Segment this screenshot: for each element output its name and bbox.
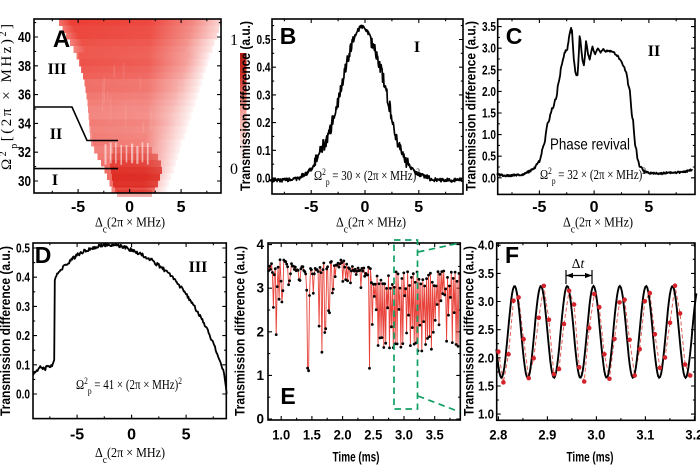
- svg-text:4.0: 4.0: [478, 238, 494, 253]
- svg-text:38: 38: [18, 59, 31, 75]
- svg-text:2.5: 2.5: [478, 322, 494, 337]
- svg-text:III: III: [48, 61, 67, 78]
- svg-text:1: 1: [230, 32, 238, 49]
- svg-text:B: B: [280, 23, 297, 49]
- svg-text:Time (ms): Time (ms): [333, 449, 380, 465]
- svg-text:0.0: 0.0: [482, 171, 496, 185]
- svg-text:5: 5: [644, 199, 653, 216]
- svg-text:1.5: 1.5: [478, 378, 494, 393]
- svg-text:1.0: 1.0: [478, 407, 494, 422]
- svg-text:3.0: 3.0: [587, 427, 605, 443]
- svg-text:40: 40: [18, 30, 31, 46]
- svg-text:-5: -5: [70, 427, 84, 444]
- svg-text:1.5: 1.5: [482, 107, 496, 121]
- svg-text:II: II: [648, 43, 660, 60]
- svg-text:Ω2p = 30 × (2π × MHz)2: Ω2 p = 30 × (2π × MHz)2: [314, 168, 420, 188]
- svg-text:Transmission difference (a.u.): Transmission difference (a.u.): [238, 21, 253, 191]
- svg-text:3.0: 3.0: [395, 427, 413, 443]
- svg-text:D: D: [35, 242, 52, 268]
- svg-text:2.0: 2.0: [334, 427, 352, 443]
- svg-text:34: 34: [18, 116, 31, 132]
- svg-text:5: 5: [182, 427, 191, 444]
- svg-text:0: 0: [361, 199, 370, 216]
- svg-text:3.5: 3.5: [426, 427, 444, 443]
- svg-text:0.5: 0.5: [482, 150, 496, 164]
- svg-text:0.4: 0.4: [257, 61, 271, 75]
- svg-text:1.0: 1.0: [272, 427, 290, 443]
- svg-text:2.0: 2.0: [482, 85, 496, 99]
- svg-text:Phase revival: Phase revival: [550, 137, 630, 154]
- svg-text:5: 5: [177, 199, 186, 216]
- svg-text:I: I: [414, 39, 420, 56]
- svg-text:0.3: 0.3: [16, 300, 30, 314]
- svg-text:Δt: Δt: [572, 256, 586, 271]
- svg-text:Transmission difference (a.u.): Transmission difference (a.u.): [0, 246, 13, 416]
- svg-text:F: F: [505, 242, 519, 268]
- svg-text:0.2: 0.2: [16, 329, 30, 343]
- svg-text:2.9: 2.9: [538, 427, 556, 443]
- svg-text:0: 0: [127, 427, 136, 444]
- svg-text:2.8: 2.8: [489, 427, 507, 443]
- svg-text:0: 0: [590, 199, 599, 216]
- svg-text:Time (ms): Time (ms): [567, 449, 614, 465]
- svg-text:2.0: 2.0: [478, 350, 494, 365]
- svg-text:Transmission difference (a.u.): Transmission difference (a.u.): [464, 21, 479, 191]
- svg-text:0.5: 0.5: [257, 33, 271, 47]
- svg-text:36: 36: [18, 88, 31, 104]
- svg-text:Transmission difference (a.u.): Transmission difference (a.u.): [462, 246, 477, 416]
- svg-text:30: 30: [18, 174, 31, 190]
- svg-text:0: 0: [230, 161, 238, 178]
- svg-text:II: II: [50, 126, 62, 143]
- svg-text:0.0: 0.0: [16, 388, 30, 402]
- svg-text:0: 0: [256, 412, 264, 427]
- svg-text:I: I: [52, 172, 58, 189]
- svg-text:2.5: 2.5: [364, 427, 382, 443]
- svg-text:1.5: 1.5: [303, 427, 321, 443]
- svg-text:Ω2p = 41 × (2π × MHz)2: Ω2 p = 41 × (2π × MHz)2: [76, 377, 182, 397]
- svg-text:A: A: [53, 26, 70, 53]
- svg-text:-5: -5: [304, 199, 318, 216]
- svg-text:1.0: 1.0: [482, 128, 496, 142]
- svg-text:3.0: 3.0: [482, 42, 496, 56]
- svg-text:3.2: 3.2: [685, 427, 700, 443]
- svg-text:0.1: 0.1: [16, 358, 30, 372]
- svg-text:3: 3: [256, 281, 264, 296]
- svg-text:2: 2: [256, 324, 264, 339]
- svg-text:E: E: [280, 383, 295, 409]
- svg-text:III: III: [189, 259, 208, 276]
- svg-text:0.2: 0.2: [257, 116, 271, 130]
- svg-text:5: 5: [414, 199, 423, 216]
- svg-text:Ω2p = 32 × (2π × MHz)2: Ω2 p = 32 × (2π × MHz)2: [540, 167, 646, 187]
- svg-text:0.1: 0.1: [257, 144, 271, 158]
- svg-text:3.5: 3.5: [478, 266, 494, 281]
- svg-text:0.5: 0.5: [16, 242, 30, 256]
- svg-text:3.0: 3.0: [478, 294, 494, 309]
- svg-text:0: 0: [125, 199, 134, 216]
- svg-text:C: C: [506, 23, 523, 49]
- svg-text:Transmission difference (a.u.): Transmission difference (a.u.): [233, 246, 248, 416]
- svg-text:Ω2p[(2π × MHz)2]: Ω2p[(2π × MHz)2]: [0, 24, 20, 170]
- svg-text:32: 32: [18, 145, 31, 161]
- svg-text:2.5: 2.5: [482, 63, 496, 77]
- svg-text:-5: -5: [532, 199, 546, 216]
- svg-text:4: 4: [256, 237, 264, 252]
- svg-text:1: 1: [256, 368, 264, 383]
- svg-text:3.1: 3.1: [636, 427, 654, 443]
- svg-text:0.4: 0.4: [16, 271, 30, 285]
- svg-text:0.0: 0.0: [257, 172, 271, 186]
- svg-text:3.5: 3.5: [482, 20, 496, 34]
- svg-text:0.3: 0.3: [257, 88, 271, 102]
- svg-text:-5: -5: [71, 199, 85, 216]
